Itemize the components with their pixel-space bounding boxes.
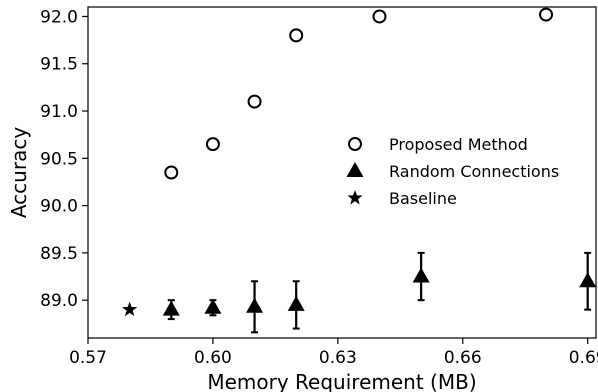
random-connections-point — [204, 298, 222, 314]
plot-frame — [87, 6, 597, 339]
legend-label-proposed-method: Proposed Method — [389, 135, 528, 154]
y-tick-label: 92.0 — [40, 7, 78, 27]
y-tick-label: 90.0 — [40, 197, 78, 217]
x-axis-ticks: 0.57 0.60 0.63 0.66 0.69 — [69, 338, 598, 368]
legend-marker-baseline — [347, 190, 363, 205]
random-connections-point — [162, 300, 180, 316]
proposed-method-point — [289, 28, 304, 43]
y-tick-label: 90.5 — [40, 149, 78, 169]
legend: Proposed Method Random Connections Baselin… — [346, 135, 559, 208]
y-tick-label: 89.0 — [40, 291, 78, 311]
y-tick-label: 91.5 — [40, 55, 78, 75]
x-axis-title: Memory Requirement (MB) — [207, 370, 476, 392]
proposed-method-point — [164, 165, 179, 180]
y-tick-label: 89.5 — [40, 244, 78, 264]
legend-label-baseline: Baseline — [389, 189, 457, 208]
y-axis-ticks: 89.0 89.5 90.0 90.5 91.0 91.5 92.0 — [40, 7, 88, 311]
random-connections-point — [246, 297, 264, 313]
proposed-method-point — [372, 9, 387, 24]
data-marks — [122, 7, 597, 334]
proposed-method-point — [247, 94, 262, 109]
legend-marker-random-connections — [346, 162, 364, 177]
x-tick-label: 0.66 — [444, 348, 482, 368]
random-connections-point — [287, 295, 305, 311]
legend-label-random-connections: Random Connections — [389, 162, 559, 181]
x-tick-label: 0.57 — [69, 348, 107, 368]
y-axis-title: Accuracy — [7, 127, 31, 218]
random-connections-point — [412, 267, 430, 283]
x-tick-label: 0.60 — [194, 348, 232, 368]
x-tick-label: 0.63 — [319, 348, 357, 368]
proposed-method-point — [205, 137, 220, 152]
legend-marker-proposed-method — [348, 137, 362, 151]
y-tick-label: 91.0 — [40, 102, 78, 122]
baseline-point — [122, 301, 138, 317]
x-tick-label: 0.69 — [569, 348, 598, 368]
random-connections-point — [579, 272, 597, 288]
proposed-method-point — [539, 7, 554, 22]
